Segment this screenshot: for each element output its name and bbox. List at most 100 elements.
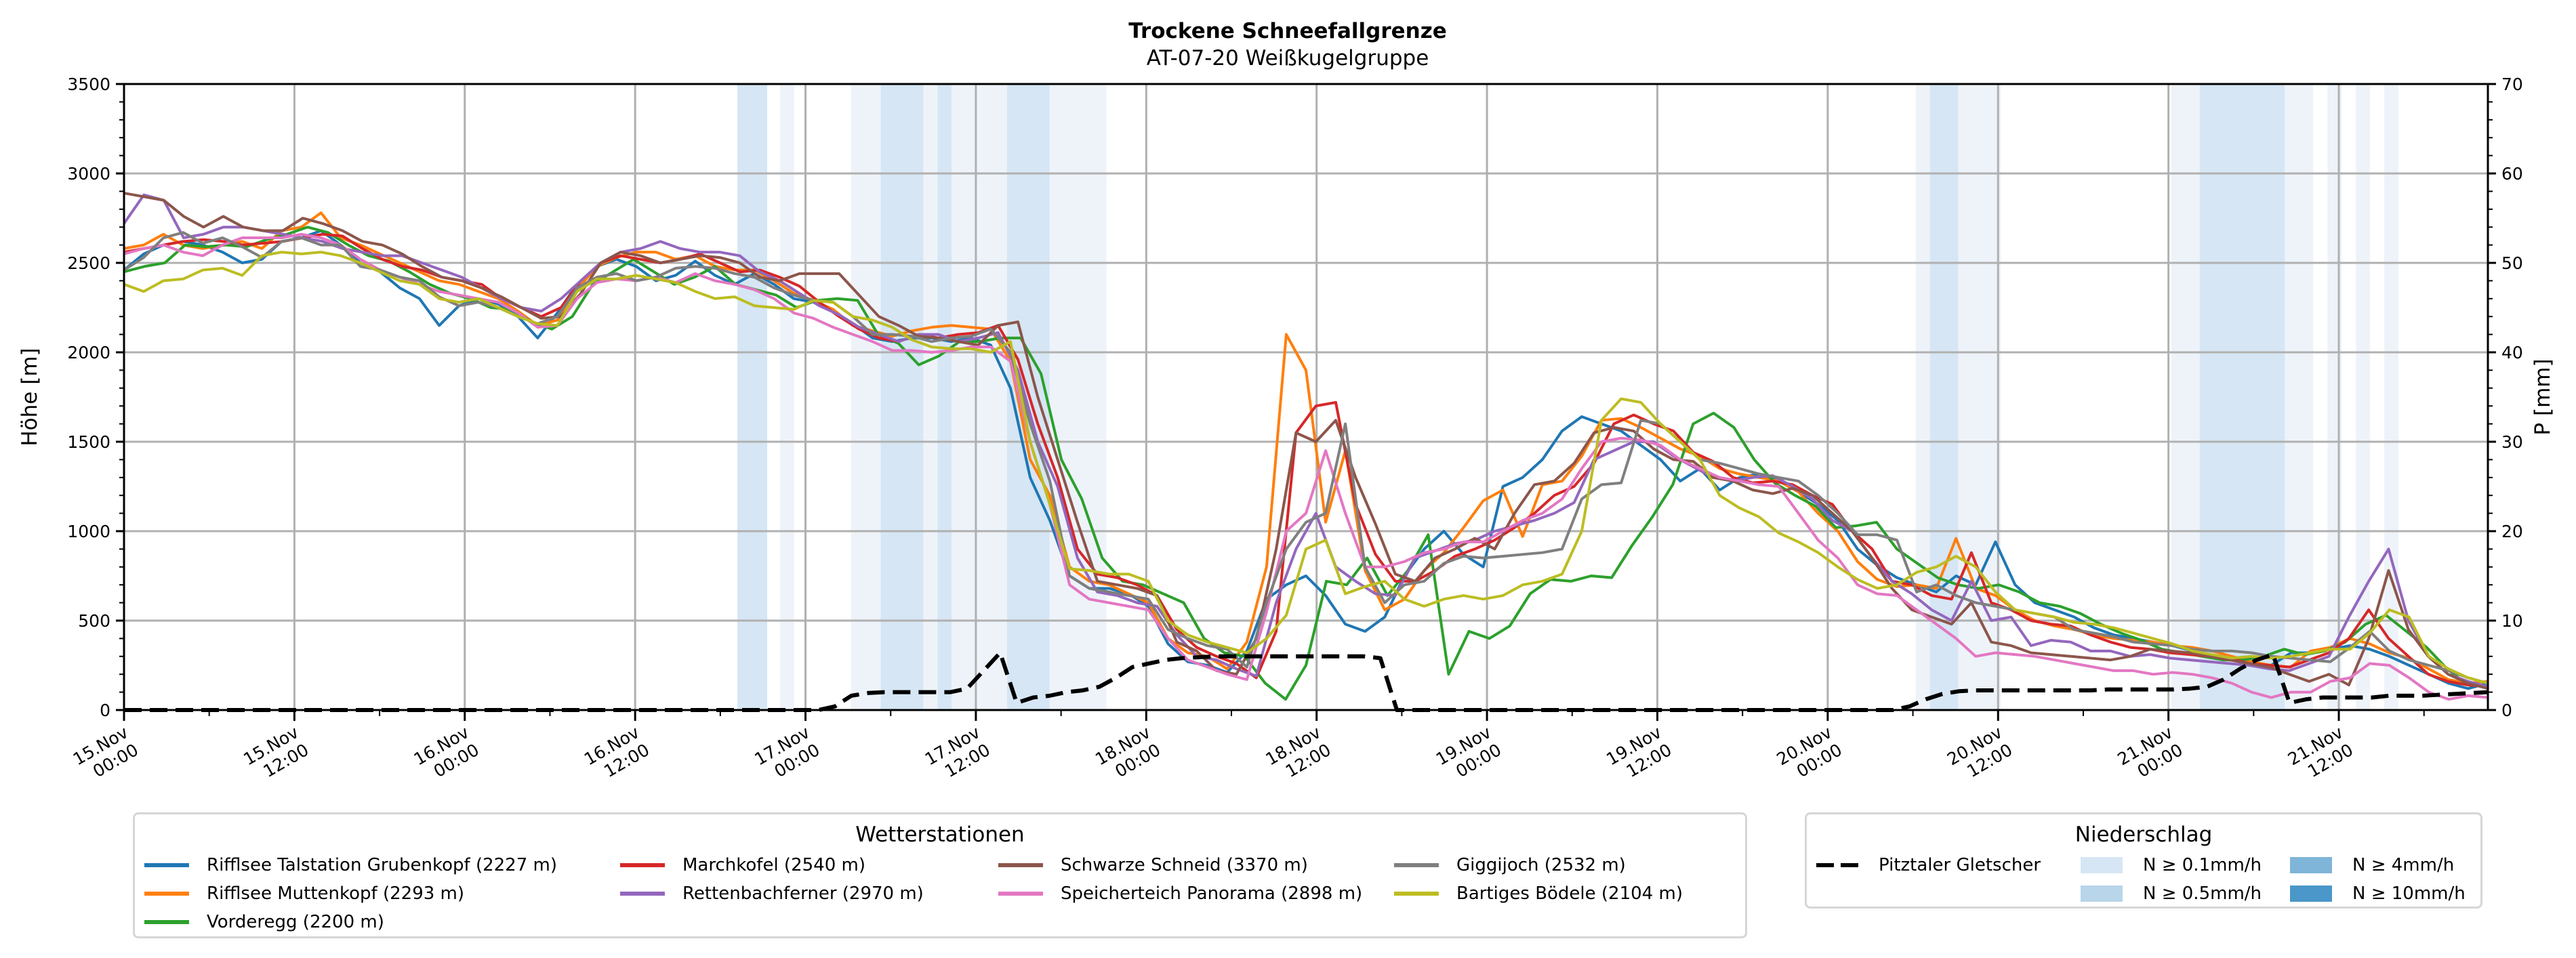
- y-tick-label: 2500: [67, 253, 110, 273]
- precip-band: [1915, 84, 1930, 710]
- legend-label: Giggijoch (2532 m): [1456, 855, 1626, 875]
- line-swatch: [998, 863, 1043, 867]
- line-swatch: [144, 920, 189, 924]
- y-right-tick-label: 50: [2501, 253, 2523, 273]
- y-right-tick-label: 10: [2501, 611, 2523, 631]
- legend-stations-title: Wetterstationen: [855, 822, 1025, 847]
- line-swatch: [620, 863, 665, 867]
- y-right-tick-label: 20: [2501, 522, 2523, 541]
- grid-lines: [124, 84, 2488, 710]
- legend-label: Rettenbachferner (2970 m): [682, 883, 924, 904]
- precip-band: [2384, 84, 2399, 710]
- precip-swatch: [2081, 886, 2123, 902]
- y-axis-left: 0 500 1000 1500 2000 2500 3000 3500: [67, 75, 124, 720]
- precip-band: [2285, 84, 2314, 710]
- legend-label: Bartiges Bödele (2104 m): [1456, 883, 1683, 904]
- legend-item-station: Rettenbachferner (2970 m): [620, 883, 924, 904]
- legend-label: Schwarze Schneid (3370 m): [1061, 855, 1308, 875]
- y-tick-label: 500: [78, 611, 110, 631]
- legend-label: Vorderegg (2200 m): [207, 912, 384, 932]
- legend-item-station: Marchkofel (2540 m): [620, 855, 865, 875]
- legend-precip: Niederschlag Pitztaler Gletscher N ≥ 0.1…: [1805, 812, 2482, 909]
- precip-band: [923, 84, 938, 710]
- series-line-6: [123, 232, 2489, 701]
- plot-frame: [123, 83, 2489, 711]
- legend-label: Rifflsee Muttenkopf (2293 m): [207, 883, 465, 904]
- precip-band: [851, 84, 881, 710]
- series-line-5: [123, 192, 2489, 690]
- line-swatch: [1394, 892, 1439, 896]
- precip-band: [1929, 84, 1959, 710]
- legend-item-station: Rifflsee Talstation Grubenkopf (2227 m): [144, 855, 557, 875]
- legend-item-station: Schwarze Schneid (3370 m): [998, 855, 1308, 875]
- y-tick-label: 1500: [67, 432, 110, 452]
- precip-band: [2199, 84, 2285, 710]
- y-axis-right: 0 10 20 30 40 50 60 70: [2488, 75, 2523, 720]
- legend-item-precip-0: N ≥ 0.1mm/h: [2081, 855, 2262, 875]
- legend-item-precip-2: N ≥ 4mm/h: [2290, 855, 2454, 875]
- legend-item-station: Giggijoch (2532 m): [1394, 855, 1626, 875]
- y-right-tick-label: 0: [2501, 701, 2512, 720]
- legend-label: N ≥ 4mm/h: [2352, 855, 2455, 875]
- y-right-tick-label: 40: [2501, 343, 2523, 362]
- y-tick-label: 2000: [67, 343, 110, 362]
- line-swatch: [144, 892, 189, 896]
- line-swatch: [620, 892, 665, 896]
- precip-band: [779, 84, 794, 710]
- chart-subtitle: AT-07-20 Weißkugelgruppe: [1147, 46, 1429, 70]
- y-tick-label: 0: [100, 701, 110, 720]
- precip-band: [2356, 84, 2371, 710]
- y-axis-label: Höhe [m]: [18, 348, 42, 446]
- legend-precip-title: Niederschlag: [2074, 822, 2213, 847]
- legend-item-station: Speicherteich Panorama (2898 m): [998, 883, 1362, 904]
- y-tick-label: 3000: [67, 164, 110, 184]
- y-right-tick-label: 70: [2501, 75, 2523, 94]
- y-right-tick-label: 60: [2501, 164, 2523, 184]
- legend-item-precip-1: N ≥ 0.5mm/h: [2081, 883, 2262, 904]
- y-tick-label: 1000: [67, 522, 110, 541]
- dashed-line-swatch: [1816, 863, 1861, 867]
- precip-band: [880, 84, 924, 710]
- y-right-tick-label: 30: [2501, 432, 2523, 452]
- legend-label: N ≥ 10mm/h: [2352, 883, 2466, 904]
- legend-label: N ≥ 0.5mm/h: [2143, 883, 2262, 904]
- legend-item-station: Bartiges Bödele (2104 m): [1394, 883, 1683, 904]
- precip-band: [2171, 84, 2200, 710]
- precipitation-bands: [737, 84, 2399, 710]
- legend-item-station: Vorderegg (2200 m): [144, 912, 384, 932]
- legend-label: Speicherteich Panorama (2898 m): [1061, 883, 1363, 904]
- legend-label: Marchkofel (2540 m): [682, 855, 865, 875]
- legend-item-pitztaler: Pitztaler Gletscher: [1816, 855, 2041, 875]
- line-swatch: [998, 892, 1043, 896]
- y-axis-right-label: P [mm]: [2531, 358, 2555, 435]
- precip-band: [937, 84, 952, 710]
- series-line-8: [123, 251, 2489, 685]
- y-tick-label: 3500: [67, 75, 110, 94]
- precip-band: [980, 84, 1008, 710]
- precip-band: [1049, 84, 1107, 710]
- chart-title: Trockene Schneefallgrenze: [1128, 19, 1447, 43]
- legend-item-precip-3: N ≥ 10mm/h: [2290, 883, 2466, 904]
- legend-label: Rifflsee Talstation Grubenkopf (2227 m): [207, 855, 558, 875]
- series-lines: [123, 192, 2489, 712]
- legend-label: N ≥ 0.1mm/h: [2143, 855, 2262, 875]
- precip-swatch: [2290, 857, 2332, 873]
- precip-band: [737, 84, 767, 710]
- legend-label: Pitztaler Gletscher: [1879, 855, 2041, 875]
